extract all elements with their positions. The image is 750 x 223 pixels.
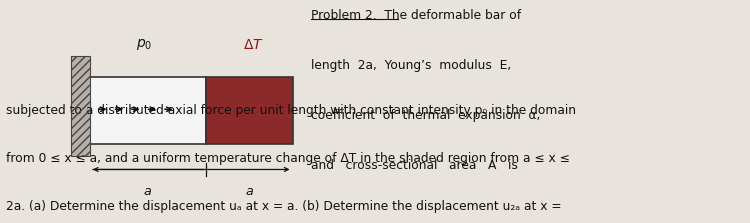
Text: $\Delta T$: $\Delta T$: [243, 38, 264, 52]
Bar: [71, 56, 90, 156]
Bar: [206, 77, 292, 144]
Text: and   cross-sectional   area   A   is: and cross-sectional area A is: [311, 159, 518, 172]
Text: Problem 2.  The deformable bar of: Problem 2. The deformable bar of: [311, 9, 521, 22]
Text: $a$: $a$: [244, 185, 254, 198]
Text: subjected to a distributed axial force per unit length with constant intensity p: subjected to a distributed axial force p…: [6, 104, 576, 117]
Text: coefficient  of  thermal  expansion  α,: coefficient of thermal expansion α,: [311, 109, 541, 122]
Text: from 0 ≤ x ≤ a, and a uniform temperature change of ΔT in the shaded region from: from 0 ≤ x ≤ a, and a uniform temperatur…: [6, 152, 570, 165]
Bar: [90, 77, 206, 144]
Text: $a$: $a$: [143, 185, 152, 198]
Text: length  2a,  Young’s  modulus  E,: length 2a, Young’s modulus E,: [311, 59, 512, 72]
Text: $p_0$: $p_0$: [136, 37, 152, 52]
Bar: [71, 56, 90, 156]
Text: 2a. (a) Determine the displacement uₐ at x = a. (b) Determine the displacement u: 2a. (a) Determine the displacement uₐ at…: [6, 200, 562, 213]
